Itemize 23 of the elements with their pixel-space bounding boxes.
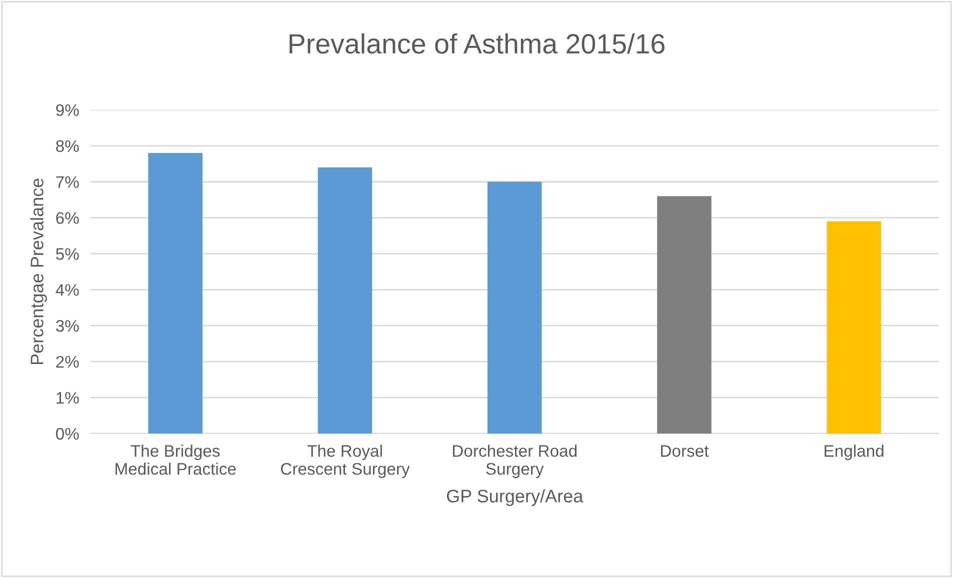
x-tick-label: The Bridges Medical Practice (116, 444, 236, 475)
bar (148, 152, 202, 434)
bar (657, 196, 712, 434)
chart-title: Prevalance of Asthma 2015/16 (290, 33, 664, 54)
bar (318, 167, 372, 434)
y-tick-label: 0% (56, 428, 79, 440)
y-tick-label: 3% (56, 320, 79, 332)
x-tick-label: Dorset (661, 445, 709, 457)
x-tick-label: England (824, 444, 884, 460)
bar (826, 221, 882, 434)
y-tick-label: 9% (56, 104, 79, 116)
bar (487, 182, 542, 434)
x-axis-title: GP Surgery/Area (446, 489, 584, 506)
x-tick-label: The Royal Crescent Surgery (280, 444, 410, 478)
x-tick-label: Dorchester Road Surgery (453, 444, 577, 478)
y-axis-title: Percentgae Prevalance (30, 178, 47, 364)
y-tick-label: 2% (56, 356, 79, 368)
y-tick-label: 1% (56, 392, 79, 404)
y-tick-label: 4% (56, 284, 79, 296)
y-tick-label: 7% (56, 176, 79, 188)
y-tick-label: 5% (56, 248, 79, 260)
y-tick-label: 6% (56, 212, 79, 224)
y-tick-label: 8% (56, 140, 79, 152)
